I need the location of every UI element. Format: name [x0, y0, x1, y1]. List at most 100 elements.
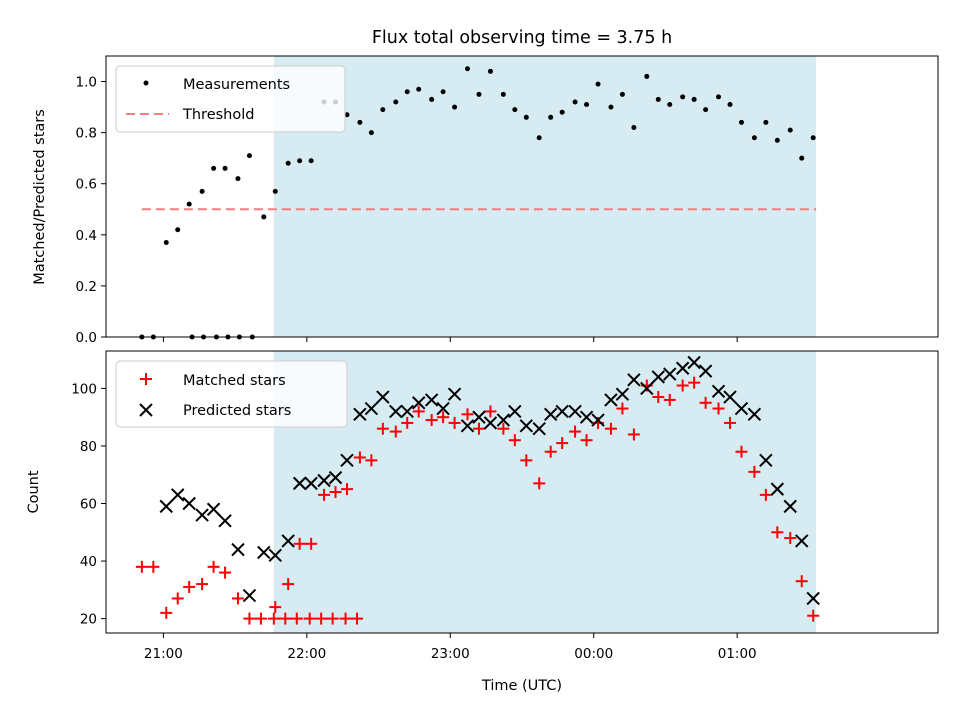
measurement-point — [559, 109, 565, 115]
matched-stars-point — [269, 601, 282, 614]
legend-predicted-label: Predicted stars — [183, 403, 291, 419]
measurement-point — [199, 188, 205, 194]
predicted-stars-point — [231, 542, 245, 557]
matched-stars-point — [171, 592, 184, 605]
y-tick-label: 100 — [71, 381, 97, 397]
matched-stars-point — [448, 416, 461, 429]
chart-title: Flux total observing time = 3.75 h — [372, 28, 672, 48]
predicted-stars-point — [412, 396, 426, 410]
predicted-stars-point — [795, 534, 809, 548]
predicted-stars-point — [627, 373, 641, 387]
matched-stars-point — [699, 396, 712, 409]
measurement-point — [416, 86, 422, 92]
predicted-stars-point — [555, 404, 569, 419]
predicted-stars-point — [663, 367, 677, 381]
predicted-stars-point — [376, 390, 390, 404]
predicted-stars-point — [640, 381, 654, 396]
predicted-stars-point — [770, 482, 785, 496]
matched-stars-point — [353, 451, 366, 464]
matched-stars-point — [604, 422, 617, 435]
predicted-stars-point — [257, 545, 271, 560]
matched-stars-point — [795, 575, 808, 588]
measurement-point — [500, 91, 506, 97]
legend-matched-label: Matched stars — [183, 373, 286, 389]
bottom-panel-frame — [105, 350, 939, 634]
matched-stars-point — [472, 422, 485, 435]
measurement-point — [680, 94, 686, 100]
predicted-stars-point — [281, 534, 295, 548]
matched-stars-point — [290, 612, 303, 625]
measurement-point — [655, 96, 661, 102]
matched-stars-point — [759, 488, 772, 501]
y-tick-label: 40 — [80, 554, 97, 570]
matched-stars-point — [376, 422, 389, 435]
measurement-point — [523, 114, 529, 120]
matched-stars-point — [318, 488, 331, 501]
measurement-point — [751, 135, 757, 141]
bottom-panel-observing-window — [273, 351, 817, 633]
measurement-point — [738, 119, 744, 125]
predicted-stars-point — [543, 407, 558, 422]
matched-stars-point — [616, 402, 629, 415]
top-panel-ratio: 0.0 0.2 0.4 0.6 0.8 1.0 Matched/Predicted sta… — [32, 55, 939, 346]
measurement-point — [235, 176, 241, 182]
measurement-point — [175, 227, 181, 233]
measurement-point — [211, 165, 217, 171]
y-tick-label: 0.2 — [76, 279, 97, 295]
matched-stars-point — [196, 578, 209, 591]
measurement-point — [186, 201, 192, 207]
matched-stars-point — [748, 465, 761, 478]
matched-stars-point — [712, 402, 725, 415]
measurement-point — [429, 96, 435, 102]
bottom-panel-counts: 21:00 22:00 23:00 00:00 01:00 20 40 60 80 100 Cou… — [26, 350, 939, 662]
y-tick-label: 0.0 — [76, 330, 97, 346]
matched-stars-point — [544, 445, 557, 458]
predicted-stars-point — [759, 453, 773, 468]
matched-stars-point — [663, 393, 676, 406]
matched-stars-point — [724, 416, 736, 429]
matched-stars-point — [425, 414, 438, 427]
matched-stars-point — [135, 560, 148, 573]
matched-stars-point — [305, 537, 318, 550]
matched-stars-point — [365, 454, 378, 467]
matched-stars-point — [556, 437, 569, 450]
measurement-point — [464, 66, 470, 72]
y-tick-label: 20 — [80, 612, 97, 628]
measurement-point — [163, 239, 169, 245]
legend-measurements-marker — [143, 80, 149, 86]
predicted-stars-point — [615, 387, 630, 401]
y-tick-label: 0.8 — [76, 126, 97, 142]
matched-stars-point — [437, 411, 450, 424]
measurement-point — [595, 81, 601, 87]
matched-stars-point — [533, 477, 546, 490]
matched-stars-point — [339, 612, 352, 625]
matched-stars-point — [461, 408, 474, 421]
matched-stars-point — [293, 537, 306, 550]
predicted-stars-point — [734, 401, 749, 416]
matched-stars-point — [147, 560, 160, 573]
measurement-point — [810, 135, 816, 141]
matched-stars-point — [326, 612, 339, 625]
matched-stars-point — [627, 428, 640, 441]
matched-stars-point — [219, 566, 232, 579]
predicted-stars-point — [532, 421, 546, 436]
measurement-point — [487, 68, 493, 74]
predicted-stars-point — [389, 404, 403, 419]
measurement-point — [261, 214, 267, 220]
measurement-point — [308, 158, 314, 164]
matched-stars-point — [807, 609, 820, 622]
predicted-stars-point — [447, 387, 462, 401]
predicted-stars-point — [242, 588, 257, 603]
measurement-point — [763, 119, 769, 125]
matched-stars-point — [389, 425, 402, 438]
predicted-stars-point — [328, 470, 343, 485]
y-tick-label: 1.0 — [76, 75, 97, 91]
measurement-point — [246, 153, 252, 159]
top-panel-frame — [105, 55, 939, 338]
predicted-stars-point — [698, 364, 713, 378]
predicted-stars-point — [317, 473, 331, 488]
x-tick-label: 23:00 — [431, 646, 470, 662]
matched-stars-point — [340, 483, 353, 496]
matched-stars-point — [676, 379, 689, 392]
measurement-point — [716, 94, 722, 100]
